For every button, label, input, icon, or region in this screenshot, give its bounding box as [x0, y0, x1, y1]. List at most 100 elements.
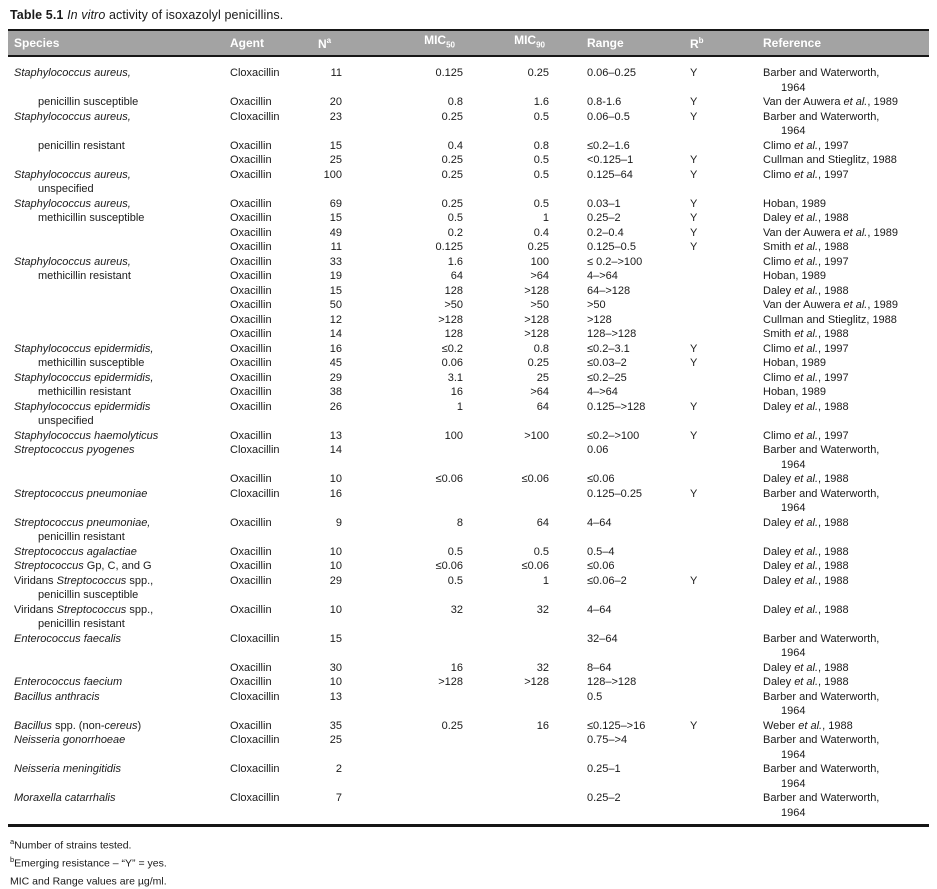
- cell-agent: Oxacillin: [230, 516, 272, 529]
- cell-agent: [222, 414, 302, 429]
- cell-mic90: 16: [536, 719, 549, 732]
- cell-reference: Barber and Waterworth,: [763, 67, 880, 79]
- cell-mic90: [465, 704, 551, 719]
- cell-agent: Oxacillin: [230, 197, 272, 210]
- cell-reference: Barber and Waterworth,: [763, 792, 880, 804]
- cell-r: [678, 298, 758, 313]
- cell-n: [302, 501, 346, 516]
- cell-agent: Cloxacillin: [230, 632, 280, 645]
- table-row: unspecified: [8, 414, 929, 429]
- table-row: Staphylococcus aureus, Oxacillin 100 0.25 0.…: [8, 168, 929, 183]
- cell-n: 45: [329, 357, 342, 369]
- table-row: 1964: [8, 806, 929, 821]
- cell-mic50: 16: [450, 386, 463, 398]
- cell-agent: Oxacillin: [230, 386, 272, 398]
- cell-mic50: 100: [444, 429, 463, 442]
- cell-n: 23: [329, 110, 342, 123]
- cell-range: 0.2–0.4: [587, 226, 624, 239]
- cell-mic90: [465, 646, 551, 661]
- table-row: Enterococcus faecium Oxacillin 10 >128 >128 1…: [8, 675, 929, 690]
- table-row: Viridans Streptococcus spp., Oxacillin 10 3…: [8, 603, 929, 618]
- footnote-units: MIC and Range values are µg/ml.: [10, 875, 167, 888]
- cell-mic50: 0.4: [447, 139, 463, 152]
- cell-species: [8, 661, 222, 676]
- table-row: Bacillus anthracis Cloxacillin 13 0.5 Barber…: [8, 690, 929, 705]
- cell-n: 30: [329, 661, 342, 674]
- cell-reference: Climo et al., 1997: [763, 139, 849, 152]
- cell-range: 0.75–>4: [587, 734, 628, 746]
- column-header-n: Na: [318, 36, 332, 52]
- cell-range: >128: [587, 313, 612, 326]
- column-header-range: Range: [587, 35, 624, 50]
- cell-range: ≤0.2–>100: [587, 429, 640, 442]
- cell-species: Bacillus anthracis: [14, 690, 100, 703]
- cell-r: [678, 255, 758, 270]
- cell-n: 13: [329, 429, 342, 442]
- cell-r: [678, 806, 758, 821]
- cell-range: [551, 81, 678, 96]
- cell-mic50: 0.5: [447, 574, 463, 587]
- cell-species: methicillin resistant: [38, 386, 131, 398]
- cell-species: unspecified: [38, 183, 94, 195]
- cell-mic50: [346, 777, 465, 792]
- cell-mic90: [465, 81, 551, 96]
- cell-reference: Daley et al., 1988: [763, 473, 849, 485]
- cell-mic90: 0.5: [533, 154, 549, 166]
- cell-mic90: 25: [536, 371, 549, 384]
- cell-mic90: 100: [530, 255, 549, 268]
- cell-mic50: 0.25: [441, 154, 463, 166]
- cell-n: 13: [329, 690, 342, 703]
- cell-mic90: 0.5: [533, 545, 549, 558]
- cell-n: [302, 182, 346, 197]
- cell-r: [678, 646, 758, 661]
- cell-range: 32–64: [587, 632, 618, 645]
- cell-mic90: [465, 733, 551, 748]
- table-row: penicillin resistant: [8, 530, 929, 545]
- cell-mic50: 128: [444, 328, 463, 340]
- cell-r: [678, 139, 758, 154]
- cell-mic90: 0.25: [527, 67, 549, 79]
- cell-r: [678, 617, 758, 632]
- cell-mic50: [346, 632, 465, 647]
- cell-mic90: 1.6: [533, 96, 549, 108]
- cell-reference: [758, 530, 929, 545]
- cell-range: 0.25–2: [587, 212, 621, 224]
- cell-species: Enterococcus faecium: [14, 676, 123, 688]
- cell-r: [678, 704, 758, 719]
- cell-reference: Climo et al., 1997: [763, 371, 849, 384]
- cell-species: [8, 153, 222, 168]
- cell-agent: Oxacillin: [230, 719, 272, 732]
- cell-n: 29: [329, 371, 342, 384]
- table-row: Streptococcus agalactiae Oxacillin 10 0.5 0.…: [8, 545, 929, 560]
- cell-range: 0.25–1: [587, 763, 621, 775]
- cell-species: Staphylococcus haemolyticus: [14, 429, 159, 442]
- cell-mic50: >128: [438, 313, 463, 326]
- cell-range: 8–64: [587, 661, 612, 674]
- cell-r: Y: [690, 154, 698, 166]
- table-row: 1964: [8, 704, 929, 719]
- cell-r: Y: [690, 212, 698, 224]
- cell-range: 0.06: [587, 444, 609, 456]
- cell-mic90: [465, 762, 551, 777]
- cell-reference: Daley et al., 1988: [763, 212, 849, 224]
- cell-r: Y: [690, 168, 698, 181]
- cell-mic50: 0.5: [447, 212, 463, 224]
- cell-mic50: [346, 487, 465, 502]
- cell-species: [8, 777, 222, 792]
- cell-mic50: [346, 704, 465, 719]
- cell-n: [302, 777, 346, 792]
- cell-r: Y: [690, 110, 698, 123]
- cell-n: [302, 748, 346, 763]
- cell-mic50: 128: [444, 284, 463, 297]
- cell-n: [302, 530, 346, 545]
- cell-reference: Hoban, 1989: [763, 357, 826, 369]
- cell-species: [8, 327, 222, 342]
- cell-r: [678, 690, 758, 705]
- cell-mic50: 0.5: [447, 545, 463, 558]
- cell-range: [551, 806, 678, 821]
- cell-r: [678, 501, 758, 516]
- cell-reference: Climo et al., 1997: [763, 255, 849, 268]
- cell-agent: Oxacillin: [230, 560, 272, 572]
- cell-n: 50: [329, 299, 342, 311]
- cell-species: [8, 81, 222, 96]
